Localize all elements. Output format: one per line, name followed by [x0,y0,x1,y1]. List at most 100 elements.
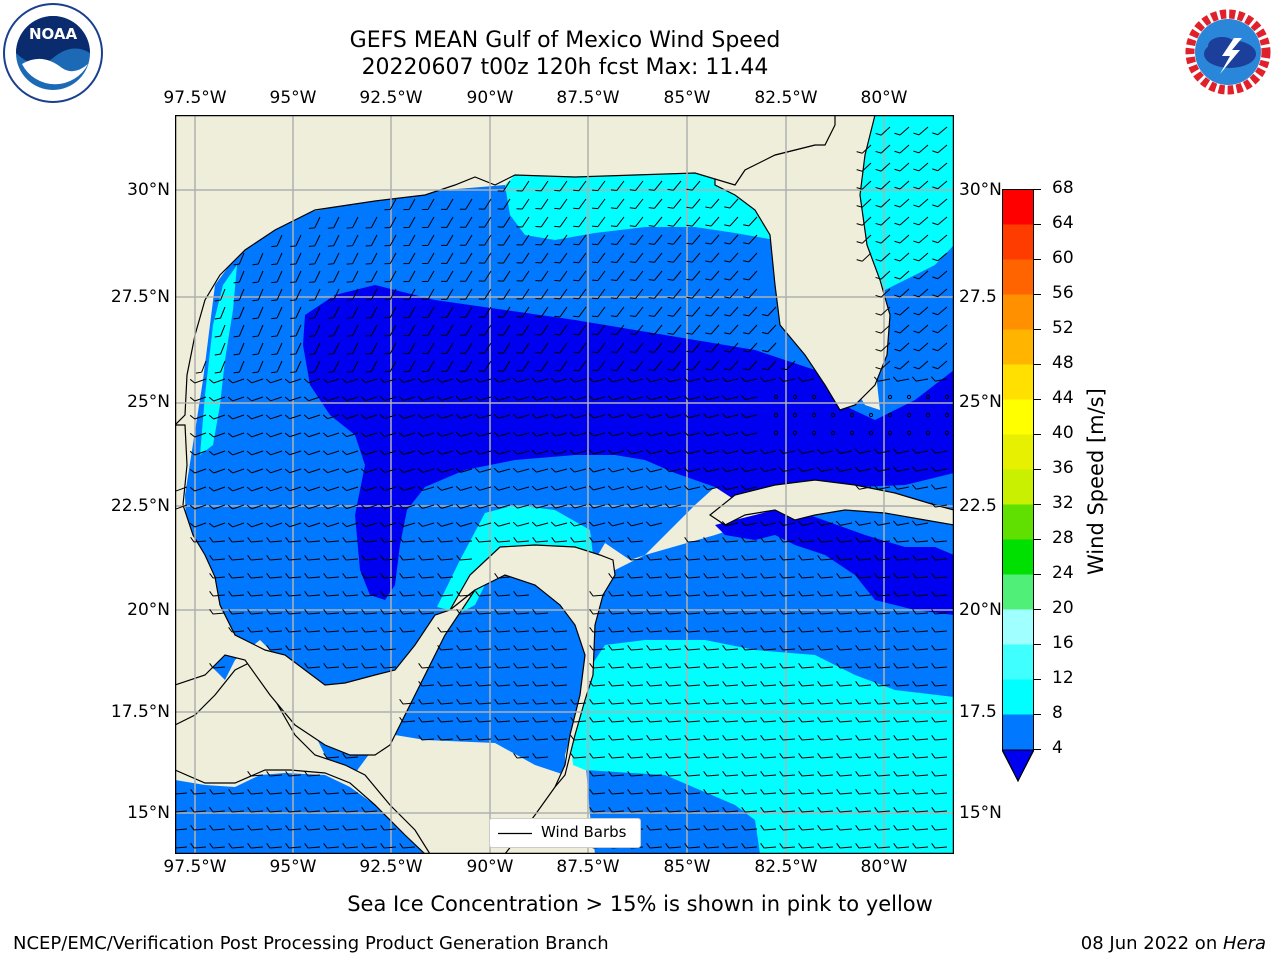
wind-barb [703,771,720,777]
wind-barb [665,663,682,669]
wind-barb [417,396,435,401]
wind-barb [610,288,625,300]
wind-barb [208,522,226,528]
wind-barb [931,735,948,741]
wind-barb [322,468,340,474]
wind-barb [913,162,929,172]
wind-barb [459,198,473,210]
wind-barb [797,376,815,382]
wind-barb [873,466,891,472]
wind-barb [266,573,283,579]
wind-barb [189,504,207,510]
wind-barb [932,360,948,370]
wind-barb [304,537,321,543]
wind-barb [741,771,758,777]
wind-barb [664,467,682,473]
wind-barb [308,252,321,265]
wind-barb [475,645,492,651]
lon-tick-top: 85°W [663,88,711,108]
wind-barb [341,450,359,456]
cuba [708,479,954,526]
wind-barb [627,771,644,777]
wind-barb [554,252,568,264]
wind-barb [892,520,910,526]
wind-barb [610,324,625,336]
wind-barb [252,270,264,284]
wind-barb [403,288,416,301]
wind-barb [284,450,302,456]
wind-barb [722,753,739,759]
wind-barb [493,413,511,419]
wind-barb [741,609,758,615]
wind-barb [398,396,416,401]
wind-barb [323,843,340,849]
wind-barb [645,485,663,491]
calm-marker [925,430,931,436]
wind-barb [760,807,777,813]
wind-barb [798,807,815,813]
wind-barb [494,645,511,651]
wind-barb [384,288,397,301]
wind-barb [360,522,378,528]
wind-barb [798,645,815,651]
wind-barb [589,591,606,597]
wind-barb [856,198,872,208]
wind-barb [303,504,321,510]
wind-barb [646,789,663,795]
wind-barb [645,377,663,383]
chart-subtitle: 20220607 t00z 120h fcst Max: 11.44 [361,55,769,80]
lon-tick-top: 92.5°W [359,88,423,108]
wind-barb [894,144,910,154]
wind-barb [512,467,530,473]
wind-barb [209,789,226,795]
wind-barb [646,771,663,777]
wind-barb [246,450,264,456]
wind-barb [856,180,872,190]
wind-barb [646,555,663,561]
wind-barb [227,414,245,420]
wind-barb [760,699,777,705]
wind-barb [516,342,530,354]
wind-barb [189,522,207,528]
legend-label: Wind Barbs [541,823,627,841]
wind-barb [285,627,302,633]
wind-barb [836,627,853,633]
wind-barb [341,522,359,528]
wind-barb [346,270,359,283]
wind-barb [836,699,853,705]
wind-barb [271,306,283,320]
wind-barb [607,431,625,437]
wind-barb [779,591,796,597]
wind-barb [761,324,777,335]
wind-barb [303,522,321,528]
wind-barb [384,252,397,265]
wind-barb [573,324,587,336]
wind-barb [875,198,891,208]
wind-barb [627,555,644,561]
wind-barb [608,735,625,741]
wind-barb [227,522,245,528]
wind-barb [705,360,720,371]
wind-barb [817,555,834,561]
wind-barb [228,609,245,615]
wind-barb [589,807,606,813]
wind-barb [855,825,872,831]
wind-barb [190,843,207,849]
wind-barb [455,378,473,383]
wind-barb [437,573,454,579]
wind-barb [265,378,283,384]
colorbar-tick [1034,574,1041,575]
wind-barb [365,270,378,283]
wind-barb [875,234,891,244]
wind-barb [684,555,701,561]
wind-barb [478,342,492,354]
wind-barb [798,591,815,597]
wind-barb [493,431,511,437]
wind-barb [702,377,720,383]
wind-barb [422,198,435,210]
wind-barb [912,555,929,561]
wind-barb [588,449,606,455]
wind-barb [494,627,511,633]
colorbar-tick-label: 44 [1052,388,1074,408]
wind-barb [228,807,245,813]
